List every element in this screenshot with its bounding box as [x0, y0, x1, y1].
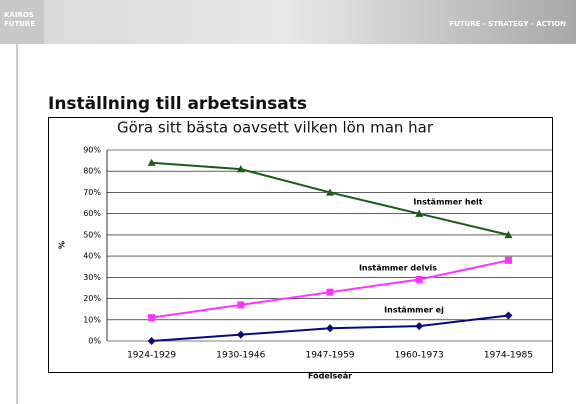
y-tick-label: 40%: [83, 252, 101, 261]
point: [236, 165, 245, 173]
point: [504, 311, 513, 320]
y-tick-label: 70%: [83, 188, 101, 197]
y-tick-label: 90%: [83, 146, 101, 155]
point: [236, 330, 245, 339]
slide-title: Inställning till arbetsinsats: [48, 94, 307, 114]
y-axis-label: %: [58, 241, 67, 249]
logo-box: [0, 0, 44, 44]
y-tick-label: 20%: [83, 294, 101, 303]
y-tick-label: 0%: [88, 337, 101, 346]
point: [326, 288, 334, 296]
point: [415, 322, 424, 331]
point: [237, 301, 245, 309]
point: [415, 209, 424, 217]
point: [504, 230, 513, 239]
x-tick-label: 1930-1946: [216, 351, 265, 361]
logo: FUTURE: [4, 20, 35, 28]
point: [147, 337, 156, 345]
chart-frame: [48, 117, 553, 373]
point: [326, 188, 334, 196]
x-tick-label: 1974-1985: [484, 351, 533, 361]
logo: KAIROS: [4, 11, 34, 19]
point: [415, 275, 423, 283]
y-tick-label: 50%: [83, 230, 101, 239]
series-label: Instämmer helt: [413, 198, 482, 207]
point: [148, 314, 156, 322]
point: [326, 324, 334, 333]
tagline: FUTURE - STRATEGY - ACTION: [449, 20, 566, 28]
x-tick-label: 1947-1959: [305, 351, 354, 361]
series-label: Instämmer delvis: [359, 264, 437, 273]
header-band: [0, 0, 576, 44]
x-axis-label: Födelseår: [308, 371, 352, 381]
y-tick-label: 10%: [83, 315, 101, 324]
x-tick-label: 1924-1929: [127, 351, 176, 361]
series-label: Instämmer ej: [384, 306, 444, 315]
y-tick-label: 30%: [83, 273, 101, 282]
y-tick-label: 60%: [83, 209, 101, 218]
point: [504, 256, 512, 264]
y-tick-label: 80%: [83, 167, 101, 176]
point: [147, 158, 156, 166]
x-tick-label: 1960-1973: [395, 351, 444, 361]
chart-title: Göra sitt bästa oavsett vilken lön man h…: [117, 119, 434, 137]
